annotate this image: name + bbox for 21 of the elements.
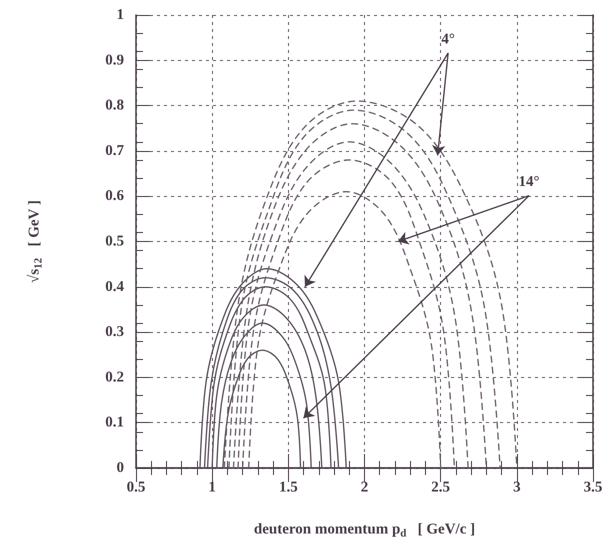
x-tick-label: 1	[208, 480, 216, 496]
y-axis-title: √s12 [ GeV ]	[26, 200, 44, 283]
annotation: 4°	[441, 31, 455, 48]
y-tick-label: 1	[116, 7, 124, 23]
x-tick-label: 0.5	[126, 480, 146, 496]
x-tick-label: 2.5	[431, 480, 450, 496]
x-tick-label: 2	[360, 480, 368, 496]
y-tick-label: 0.3	[105, 324, 124, 340]
y-tick-label: 0	[116, 460, 124, 476]
y-tick-label: 0.5	[105, 234, 124, 250]
x-tick-label: 3	[513, 480, 521, 496]
y-tick-label: 0.9	[105, 52, 124, 68]
y-tick-label: 0.4	[105, 278, 124, 295]
y-tick-label: 0.7	[105, 142, 124, 159]
y-tick-label: 0.1	[105, 414, 124, 431]
x-tick-label: 3.5	[584, 480, 602, 496]
y-tick-label: 0.6	[105, 188, 124, 204]
annotation: 14°	[518, 174, 540, 190]
y-tick-label: 0.2	[105, 369, 124, 386]
x-tick-label: 1.5	[278, 480, 298, 496]
y-tick-label: 0.8	[105, 98, 124, 114]
